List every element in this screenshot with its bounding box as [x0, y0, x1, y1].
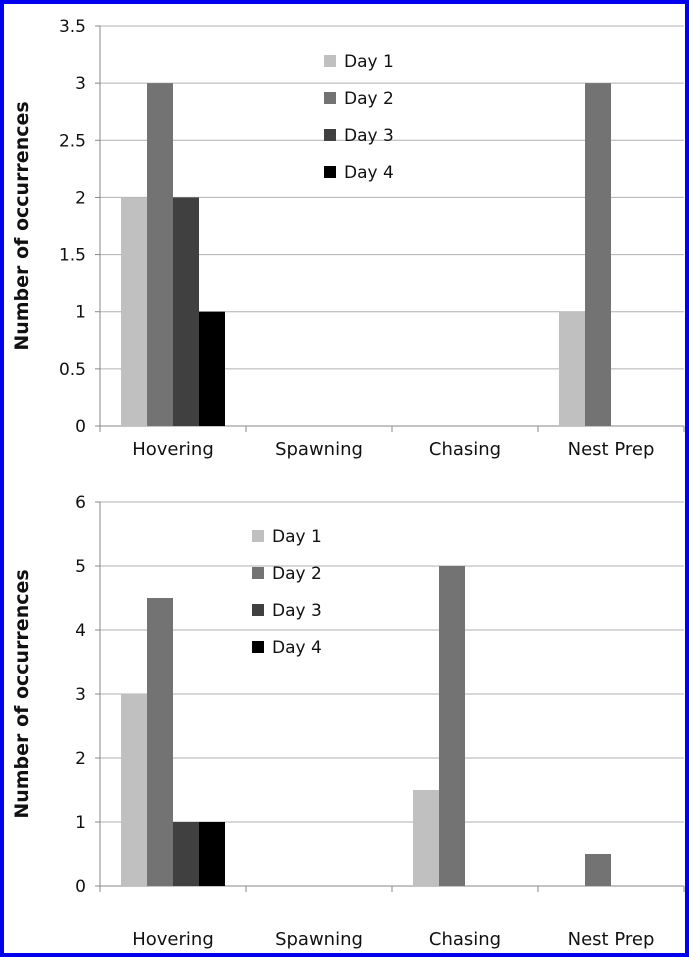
y-tick-label: 1 — [75, 303, 86, 323]
legend-label: Day 1 — [272, 527, 322, 547]
legend-swatch — [252, 641, 264, 653]
legend-swatch — [324, 55, 336, 67]
legend-label: Day 2 — [272, 564, 322, 584]
bar-day-2-chasing — [439, 566, 465, 886]
y-tick-label: 0 — [75, 877, 86, 897]
legend-label: Day 2 — [344, 89, 394, 109]
category-label: Hovering — [132, 929, 214, 950]
legend-swatch — [324, 92, 336, 104]
legend-label: Day 4 — [272, 638, 322, 658]
y-tick-label: 1 — [75, 813, 86, 833]
bar-day-4-hovering — [199, 822, 225, 886]
legend-label: Day 4 — [344, 163, 394, 183]
bar-day-1-chasing — [413, 790, 439, 886]
y-tick-label: 3.5 — [59, 17, 86, 37]
bar-day-2-hovering — [147, 83, 173, 427]
y-tick-label: 2.5 — [59, 131, 86, 151]
y-axis-title: Number of occurrences — [11, 101, 33, 350]
legend-label: Day 3 — [272, 601, 322, 621]
y-tick-label: 1.5 — [59, 246, 86, 266]
y-tick-label: 3 — [75, 74, 86, 94]
y-tick-label: 0.5 — [59, 360, 86, 380]
category-label: Chasing — [429, 439, 501, 460]
y-tick-label: 6 — [75, 493, 86, 513]
category-label: Spawning — [275, 439, 363, 460]
y-axis-title: Number of occurrences — [11, 569, 33, 818]
category-label: Spawning — [275, 929, 363, 950]
y-tick-label: 5 — [75, 557, 86, 577]
bar-day-4-hovering — [199, 311, 225, 426]
category-label: Chasing — [429, 929, 501, 950]
bar-day-2-hovering — [147, 598, 173, 886]
legend-swatch — [324, 166, 336, 178]
category-label: Nest Prep — [568, 439, 655, 460]
category-label: Hovering — [132, 439, 214, 460]
category-label: Nest Prep — [568, 929, 655, 950]
legend-swatch — [252, 530, 264, 542]
y-tick-label: 0 — [75, 417, 86, 437]
chart-panel-1: 0 0.5 1 1.5 2 2.5 3 3.5 Hovering Spawning Chasing N… — [11, 17, 685, 460]
legend-label: Day 1 — [344, 52, 394, 72]
bar-day-1-hovering — [121, 694, 147, 886]
chart-panel-2: 0 1 2 3 4 5 6 Hovering Spawning Chasing Nest Prep D… — [11, 493, 685, 950]
legend-swatch — [252, 604, 264, 616]
y-tick-label: 3 — [75, 685, 86, 705]
y-tick-label: 4 — [75, 621, 86, 641]
legend-swatch — [324, 129, 336, 141]
legend-label: Day 3 — [344, 126, 394, 146]
bar-day-1-hovering — [121, 197, 147, 426]
y-tick-label: 2 — [75, 749, 86, 769]
charts-canvas: 0 0.5 1 1.5 2 2.5 3 3.5 Hovering Spawning Chasing N… — [11, 17, 685, 950]
bar-day-2-nest-prep — [585, 83, 611, 427]
bar-day-3-hovering — [173, 822, 199, 886]
bar-day-2-nest-prep — [585, 854, 611, 886]
bar-day-1-nest-prep — [559, 311, 585, 426]
legend-swatch — [252, 567, 264, 579]
y-tick-label: 2 — [75, 188, 86, 208]
bar-day-3-hovering — [173, 197, 199, 426]
